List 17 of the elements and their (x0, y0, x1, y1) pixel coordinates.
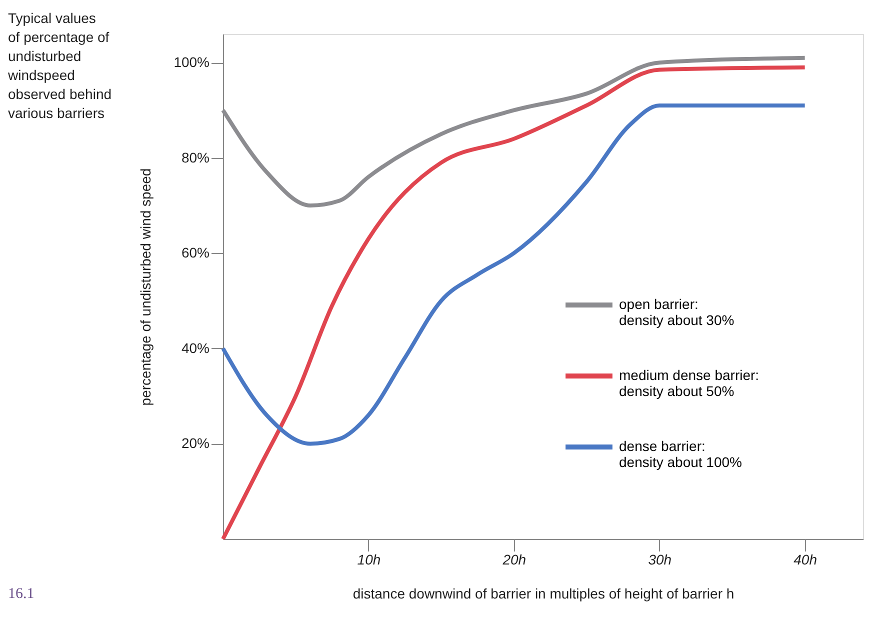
y-tick-label: 40% (181, 340, 210, 356)
y-tick-label: 60% (181, 244, 210, 261)
x-tick-label: 10h (357, 552, 381, 568)
legend-label: open barrier: density about 30% (619, 296, 734, 328)
legend-label: medium dense barrier: density about 50% (619, 367, 760, 399)
y-tick-label: 100% (174, 54, 210, 70)
x-axis-title: distance downwind of barrier in multiples of height of barrier h (352, 586, 734, 602)
x-tick-label: 40h (794, 552, 818, 568)
text: Typical values of percentage of undisturbed windspeed observed behind various barriers (7, 10, 112, 121)
y-tick-label: 80% (181, 149, 210, 166)
x-tick-label: 20h (502, 552, 526, 568)
legend-label: dense barrier: density about 100% (619, 438, 742, 470)
y-axis-title: percentage of undisturbed wind speed (138, 168, 154, 406)
text: 16.1 (8, 586, 34, 602)
x-tick-label: 30h (648, 552, 672, 568)
line-series (221, 65, 807, 541)
y-tick-label: 20% (181, 435, 210, 452)
